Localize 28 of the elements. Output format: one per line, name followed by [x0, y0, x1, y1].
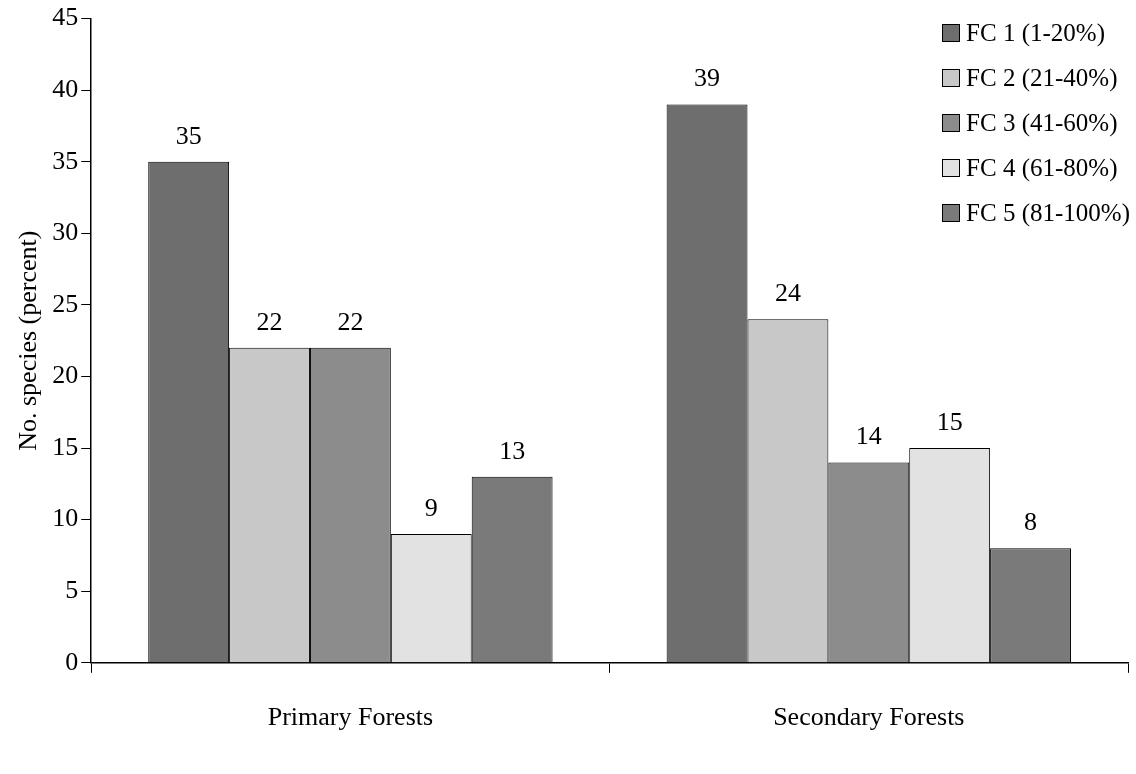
- x-tick-label: Primary Forests: [267, 702, 434, 732]
- y-tick-label: 20: [52, 360, 79, 390]
- y-tick-label: 10: [52, 503, 79, 533]
- y-axis-title: No. species (percent): [13, 230, 43, 451]
- y-tick-label: 35: [52, 145, 79, 175]
- y-tick-label: 0: [65, 646, 79, 676]
- data-label: 15: [936, 406, 963, 436]
- legend-label: FC 5 (81-100%): [966, 198, 1130, 227]
- data-label: 13: [499, 435, 526, 465]
- data-label: 14: [855, 421, 882, 451]
- data-label: 8: [1024, 507, 1038, 537]
- y-tick-label: 25: [52, 288, 79, 318]
- data-label: 22: [337, 306, 364, 336]
- legend-label: FC 1 (1-20%): [966, 18, 1105, 47]
- x-tick-label: Secondary Forests: [773, 702, 965, 732]
- y-tick-label: 15: [52, 431, 79, 461]
- data-label: 24: [774, 278, 801, 308]
- data-label: 35: [175, 120, 202, 150]
- data-label: 39: [694, 63, 721, 93]
- y-tick-label: 40: [52, 74, 79, 104]
- y-tick-label: 45: [52, 2, 79, 32]
- data-label: 9: [424, 492, 438, 522]
- y-tick-label: 5: [65, 575, 79, 605]
- legend-label: FC 4 (61-80%): [966, 153, 1118, 182]
- data-label: 22: [256, 306, 283, 336]
- legend-label: FC 3 (41-60%): [966, 108, 1118, 137]
- y-tick-label: 30: [52, 217, 79, 247]
- legend-label: FC 2 (21-40%): [966, 63, 1118, 92]
